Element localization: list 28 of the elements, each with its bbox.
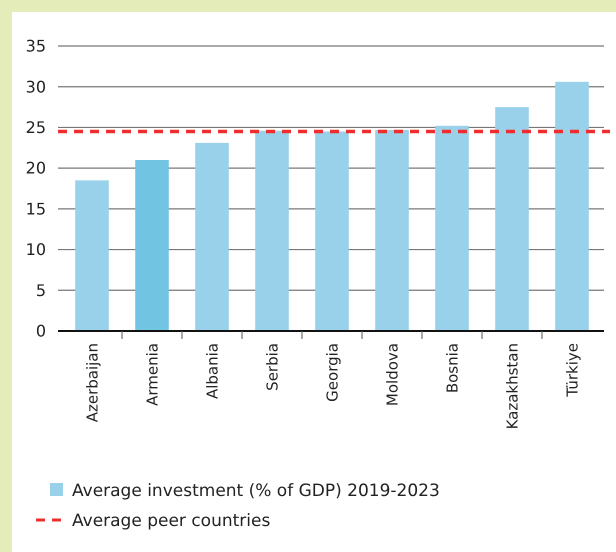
bar	[255, 130, 289, 331]
x-tick-label: Kazakhstan	[503, 343, 522, 430]
x-tick-label: Bosnia	[443, 343, 462, 394]
legend-label: Average peer countries	[72, 510, 270, 531]
y-tick-label: 10	[26, 240, 46, 260]
x-tick-label: Serbia	[263, 343, 282, 391]
x-tick-label: Armenia	[143, 343, 162, 406]
bar	[75, 180, 109, 331]
legend-label: Average investment (% of GDP) 2019-2023	[72, 480, 440, 501]
y-tick-label: 5	[36, 280, 46, 300]
y-tick-label: 25	[26, 118, 46, 138]
x-tick-label: Moldova	[383, 343, 402, 406]
bar	[555, 82, 589, 331]
bar	[435, 126, 469, 331]
y-tick-label: 0	[36, 322, 46, 341]
y-tick-label: 35	[26, 36, 46, 56]
x-tick-label: Türkiye	[563, 343, 582, 398]
bar	[135, 160, 169, 331]
y-tick-label: 30	[26, 77, 46, 96]
bar	[195, 142, 229, 331]
bar	[375, 130, 409, 331]
x-tick-label: Albania	[203, 343, 222, 400]
y-tick-label: 20	[26, 158, 46, 178]
y-tick-label: 15	[26, 199, 46, 218]
bar	[495, 107, 529, 331]
bar	[315, 132, 349, 331]
x-tick-label: Georgia	[323, 343, 342, 402]
x-tick-label: Azerbaijan	[83, 343, 102, 422]
